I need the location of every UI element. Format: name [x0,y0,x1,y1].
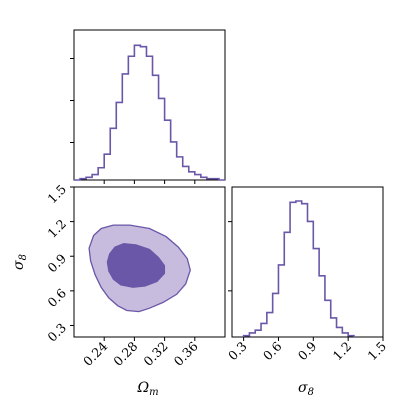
hist2-xtick-label-1: 0.6 [260,338,285,363]
joint-ytick-label-0: 0.3 [44,320,69,345]
joint-xtick-label-3: 0.36 [171,338,201,368]
contour-inner [106,243,166,288]
tick-marks [70,58,384,341]
joint-ytick-label-2: 0.9 [44,251,69,276]
omega-m-histogram [74,44,225,181]
panel-joint-contour [73,186,226,338]
joint-contours [88,224,191,313]
hist2-xtick-label-2: 0.9 [295,338,320,363]
panel-omega-m-marginal [73,29,226,181]
joint-ytick-label-3: 1.2 [44,216,69,241]
hist2-xtick-label-3: 1.2 [330,339,355,364]
joint-xtick-label-0: 0.24 [80,338,110,368]
joint-xtick-label-1: 0.28 [110,338,140,368]
sigma8-histogram [242,200,355,337]
ylabel-sigma8: σ8 [11,254,29,270]
xlabel-omega-m: Ωm [136,380,158,398]
xlabel-sigma8-marginal: σ8 [298,380,314,398]
joint-xtick-label-2: 0.32 [140,339,170,369]
omega-m-histogram-step [74,44,225,181]
hist2-xtick-label-4: 1.5 [364,339,389,364]
hist2-xtick-label-0: 0.3 [225,338,250,363]
joint-ytick-label-4: 1.5 [44,182,69,207]
sigma8-histogram-step [242,200,355,337]
joint-ytick-label-1: 0.6 [44,285,69,310]
panel-sigma8-marginal [231,186,384,338]
